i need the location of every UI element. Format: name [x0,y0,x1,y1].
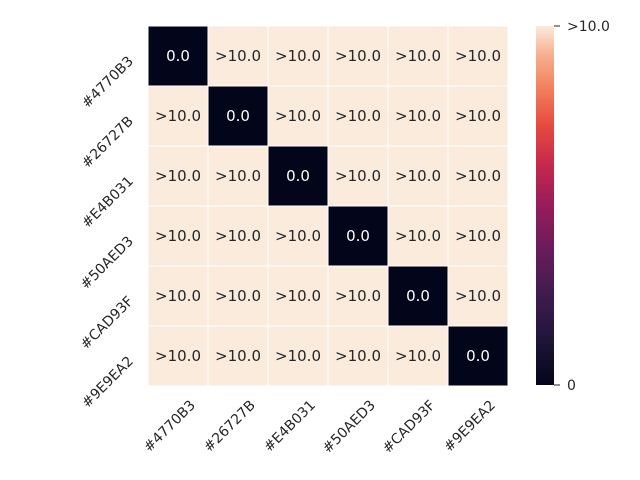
heatmap-cell [267,25,329,87]
cell-value-label: >10.0 [455,107,501,125]
x-tick-labels: #4770B3 #26727B #E4B031 #50AED3 #CAD93F #9E9E… [141,398,499,457]
heatmap-cells: 0.0 >10.0 >10.0 >10.0 >10.0 >10.0 >10.0 0.0 >10.… [147,25,509,387]
cell-value-label: >10.0 [395,107,441,125]
heatmap-cell [207,205,269,267]
cell-value-label: 0.0 [226,107,250,125]
y-tick-label: #26727B [79,114,137,172]
cell-value-label: >10.0 [395,47,441,65]
cell-value-label: >10.0 [395,167,441,185]
cell-value-label: >10.0 [275,227,321,245]
x-tick-label: #9E9EA2 [441,398,499,456]
cell-value-label: >10.0 [215,227,261,245]
cell-value-label: 0.0 [286,167,310,185]
colorbar-tick-label: >10.0 [567,19,610,35]
cell-value-label: >10.0 [335,347,381,365]
y-tick-labels: #4770B3#26727B#E4B031#50AED3#CAD93F#9E9E… [78,54,137,412]
heatmap-cell [447,265,509,327]
cell-value-label: >10.0 [275,347,321,365]
x-tick-label: #4770B3 [141,398,199,456]
cell-value-label: >10.0 [455,47,501,65]
cell-value-label: >10.0 [155,287,201,305]
heatmap-cell [447,325,509,387]
cell-value-label: >10.0 [335,287,381,305]
cell-value-label: 0.0 [346,227,370,245]
heatmap-cell [327,205,389,267]
x-tick-label: #E4B031 [261,398,319,456]
cell-value-label: >10.0 [335,167,381,185]
heatmap-cell [147,205,209,267]
heatmap-cell [387,145,449,207]
cell-value-label: >10.0 [275,47,321,65]
x-tick-label: #26727B [201,398,259,456]
heatmap-cell [387,325,449,387]
y-tick-label: #4770B3 [79,54,137,112]
cell-value-label: >10.0 [215,347,261,365]
heatmap-cell [387,265,449,327]
colorbar-gradient [536,26,554,385]
x-tick-label: #50AED3 [320,398,379,457]
heatmap-cell [207,25,269,87]
cell-value-label: >10.0 [215,47,261,65]
cell-value-label: >10.0 [335,107,381,125]
heatmap-cell [147,265,209,327]
heatmap-cell [327,325,389,387]
y-tick-label: #CAD93F [78,294,137,353]
y-tick-label: #9E9EA2 [79,354,137,412]
cell-value-label: >10.0 [275,287,321,305]
cell-value-label: >10.0 [155,107,201,125]
cell-value-label: 0.0 [406,287,430,305]
heatmap-cell [207,145,269,207]
cell-value-label: >10.0 [155,227,201,245]
cell-value-label: >10.0 [455,287,501,305]
y-tick-label: #E4B031 [79,174,137,232]
colorbar: 0 >10.0 [536,19,610,394]
heatmap-cell [267,265,329,327]
cell-value-label: >10.0 [155,167,201,185]
heatmap-cell [387,205,449,267]
cell-value-label: >10.0 [275,107,321,125]
colorbar-tick-label: 0 [567,378,576,394]
heatmap-cell [147,25,209,87]
heatmap-cell [447,25,509,87]
cell-value-label: 0.0 [166,47,190,65]
cell-value-label: >10.0 [455,227,501,245]
cell-value-label: >10.0 [395,347,441,365]
x-tick-label: #CAD93F [380,398,439,457]
heatmap-cell [327,145,389,207]
heatmap-cell [447,85,509,147]
y-tick-label: #50AED3 [78,234,137,293]
heatmap-cell [327,85,389,147]
cell-value-label: >10.0 [395,227,441,245]
heatmap-cell [207,85,269,147]
cell-value-label: >10.0 [335,47,381,65]
heatmap-cell [147,325,209,387]
heatmap-cell [267,205,329,267]
cell-value-label: >10.0 [215,167,261,185]
cell-value-label: >10.0 [455,167,501,185]
heatmap-cell [447,205,509,267]
heatmap-cell [447,145,509,207]
cell-value-label: 0.0 [466,347,490,365]
cell-value-label: >10.0 [215,287,261,305]
cell-value-label: >10.0 [155,347,201,365]
heatmap-cell [327,265,389,327]
